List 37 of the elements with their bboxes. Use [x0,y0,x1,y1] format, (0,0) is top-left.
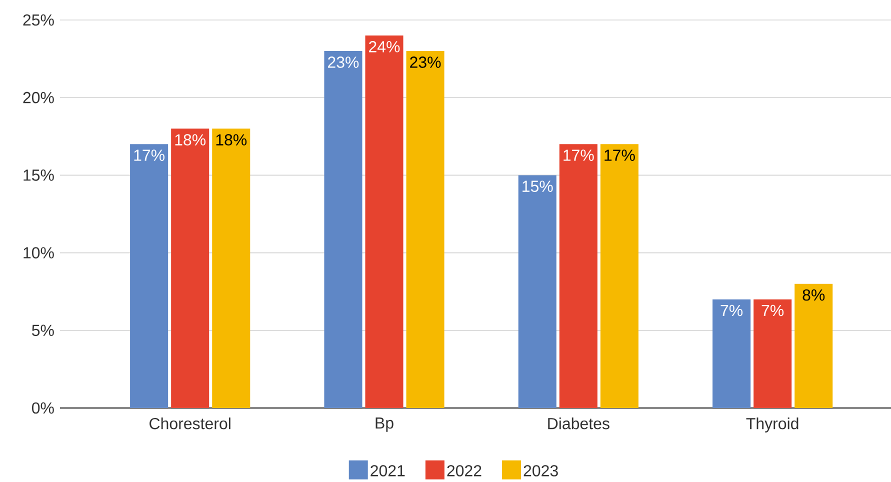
y-tick-label: 5% [32,324,54,336]
data-label: 24% [369,41,400,52]
y-tick-label: 10% [24,247,54,258]
y-tick-label: 15% [24,170,54,181]
bar [324,51,362,408]
data-label: 17% [604,150,635,161]
y-tick-label: 25% [23,14,54,26]
data-label: 17% [564,150,594,161]
data-label: 17% [134,150,164,161]
data-label: 7% [720,304,743,316]
data-label: 7% [762,304,784,316]
bar [365,36,404,408]
data-label: 8% [802,289,825,301]
x-tick-label: Choresterol [150,418,230,430]
bar [559,144,598,408]
legend-label: 2021 [370,465,405,476]
bar [754,299,792,408]
data-label: 23% [328,56,359,68]
data-label: 18% [175,134,206,146]
x-tick-label: Diabetes [548,418,610,430]
legend-label: 2023 [524,465,558,476]
bar [712,299,751,408]
y-tick-label: 0% [32,402,54,414]
data-label: 23% [410,56,441,68]
data-label: 18% [216,134,247,146]
bar [171,128,210,408]
bar [794,284,833,408]
x-tick-label: Bp [376,418,394,432]
bar [212,128,250,408]
bar [518,175,556,408]
bar [130,144,168,408]
bar [406,51,444,408]
bar [600,144,638,408]
y-tick-label: 20% [23,92,54,104]
x-tick-label: Thyroid [746,418,798,432]
data-label: 15% [522,180,553,192]
legend-label: 2022 [447,465,482,476]
